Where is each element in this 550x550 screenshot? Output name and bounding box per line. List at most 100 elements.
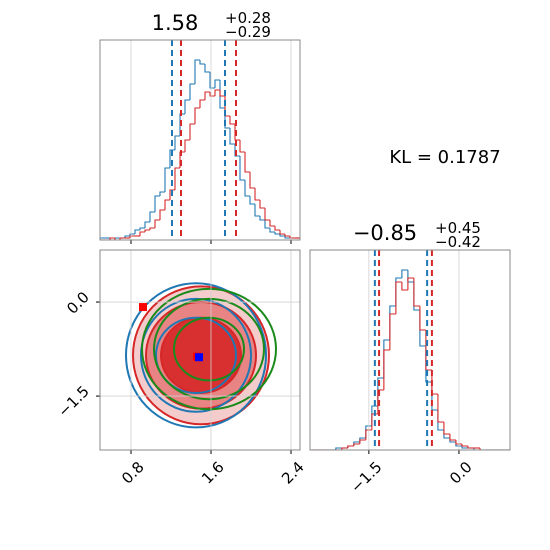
x-tick-label: 0.0: [446, 458, 476, 488]
histogram-step: [274, 226, 280, 231]
histogram-step: [467, 446, 474, 449]
histogram-step: [254, 204, 260, 217]
histogram-step: [419, 310, 426, 347]
histogram-step: [194, 107, 200, 124]
histogram-step: [114, 238, 120, 240]
histogram-step: [259, 216, 265, 221]
title-lower: −0.29: [225, 23, 271, 41]
histogram-step: [407, 270, 414, 283]
histogram-step: [473, 448, 480, 450]
histogram-step: [204, 91, 210, 100]
histogram-step: [359, 439, 366, 444]
histogram-step: [284, 236, 290, 239]
histogram-step: [264, 208, 270, 221]
histogram-step: [214, 89, 220, 96]
histogram-step: [413, 278, 420, 307]
histogram-step: [139, 231, 145, 236]
histogram-step: [164, 199, 170, 210]
contour: [125, 282, 267, 429]
histogram-step: [353, 443, 360, 446]
histogram-step: [254, 188, 260, 201]
histogram-step: [184, 99, 190, 114]
histogram-step: [214, 79, 220, 88]
histogram-step: [425, 330, 432, 371]
histogram-step: [377, 389, 384, 414]
y-tick-label: 0.0: [63, 288, 93, 318]
histogram-step: [335, 447, 342, 450]
histogram-step: [144, 221, 150, 228]
histogram-step: [284, 234, 290, 237]
panel-frame: [309, 249, 511, 451]
histogram-step: [174, 135, 180, 150]
histogram-step: [209, 92, 215, 97]
histogram-step: [455, 440, 462, 445]
histogram-step: [124, 235, 130, 238]
histogram-step: [154, 195, 160, 212]
x-tick-label: 2.4: [278, 458, 308, 488]
histogram-step: [154, 219, 160, 228]
histogram-step: [159, 209, 165, 220]
histogram-step: [264, 220, 270, 229]
histogram-step: [279, 230, 285, 235]
histogram-step: [189, 123, 195, 140]
histogram-step: [269, 220, 275, 227]
histogram-step: [279, 234, 285, 237]
histogram-step: [164, 167, 170, 192]
histogram-step: [219, 80, 225, 109]
histogram-step: [199, 60, 205, 65]
histogram-step: [129, 235, 135, 238]
histogram-step: [383, 339, 390, 378]
histogram-step: [139, 227, 145, 230]
histogram-step: [129, 233, 135, 236]
panel-frame: [99, 249, 301, 451]
histogram-step: [401, 269, 408, 278]
plot-area: [100, 40, 300, 240]
histogram-step: [239, 156, 245, 181]
histogram-step: [244, 152, 250, 173]
histogram-step: [437, 394, 444, 423]
x-tick-label: 1.6: [198, 458, 228, 488]
histogram-step: [204, 64, 210, 73]
histogram-step: [244, 180, 250, 197]
histogram-step: [159, 191, 165, 196]
histogram-step: [389, 313, 396, 350]
histogram-step: [209, 72, 215, 89]
histogram-step: [149, 211, 155, 222]
panel-frame: [99, 39, 301, 241]
histogram-step: [100, 237, 105, 240]
histogram-step: [269, 228, 275, 233]
histogram-step: [144, 229, 150, 232]
histogram-step: [189, 83, 195, 100]
histogram-step: [174, 167, 180, 190]
histogram-step: [249, 196, 255, 205]
histogram-step: [119, 237, 125, 240]
histogram-step: [479, 448, 486, 450]
histogram-step: [194, 59, 200, 84]
marker: [195, 353, 203, 362]
histogram-step: [389, 305, 396, 340]
x-tick-label: −1.5: [347, 458, 385, 496]
histogram-step: [395, 281, 402, 314]
histogram-step: [134, 229, 140, 234]
contour: [173, 316, 245, 382]
marker: [139, 303, 147, 312]
histogram-step: [341, 447, 348, 450]
histogram-step: [461, 446, 468, 449]
contour: [140, 297, 252, 413]
histogram-step: [274, 232, 280, 235]
histogram-step: [461, 444, 468, 447]
histogram-step: [239, 140, 245, 153]
histogram-step: [371, 413, 378, 430]
histogram-step: [365, 429, 372, 440]
histogram-step: [184, 139, 190, 152]
histogram-step: [169, 189, 175, 200]
histogram-step: [109, 237, 115, 240]
title-upper: +0.45: [435, 219, 481, 237]
histogram-step: [437, 410, 444, 431]
panel-title: −0.85: [353, 221, 417, 245]
histogram-step: [383, 349, 390, 390]
title-lower: −0.42: [435, 233, 481, 251]
histogram-step: [169, 149, 175, 168]
histogram-step: [419, 306, 426, 331]
